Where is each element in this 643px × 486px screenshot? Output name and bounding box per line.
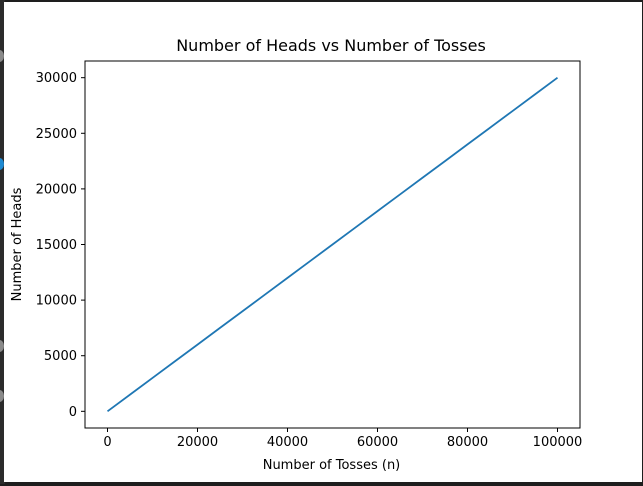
y-axis-label: Number of Heads [10,187,25,301]
side-gutter [0,0,5,484]
x-tick-label: 0 [103,435,111,450]
x-tick-label: 40000 [267,435,308,450]
line-chart: Number of Heads vs Number of Tosses 0 200… [10,36,583,473]
y-tick-label: 20000 [36,182,77,197]
chart-title: Number of Heads vs Number of Tosses [176,36,486,55]
x-tick-label: 100000 [533,435,583,450]
x-tick-label: 20000 [177,435,218,450]
axis-ticks: 0 20000 40000 60000 80000 100000 0 5000 10000 150… [36,71,583,450]
gutter-marker [0,50,4,62]
x-axis-label: Number of Tosses (n) [263,458,401,473]
series-line [106,76,559,413]
chart-figure: Number of Heads vs Number of Tosses 0 200… [4,2,642,482]
x-tick-label: 80000 [447,435,488,450]
y-tick-label: 0 [69,405,77,420]
y-tick-label: 15000 [36,238,77,253]
x-tick-label: 60000 [357,435,398,450]
y-tick-label: 30000 [36,71,77,86]
gutter-marker [0,390,4,402]
series-layer [106,76,559,413]
gutter-marker [0,340,4,352]
y-tick-label: 10000 [36,294,77,309]
gutter-marker-active [0,158,4,170]
y-tick-label: 5000 [44,349,77,364]
y-tick-label: 25000 [36,127,77,142]
